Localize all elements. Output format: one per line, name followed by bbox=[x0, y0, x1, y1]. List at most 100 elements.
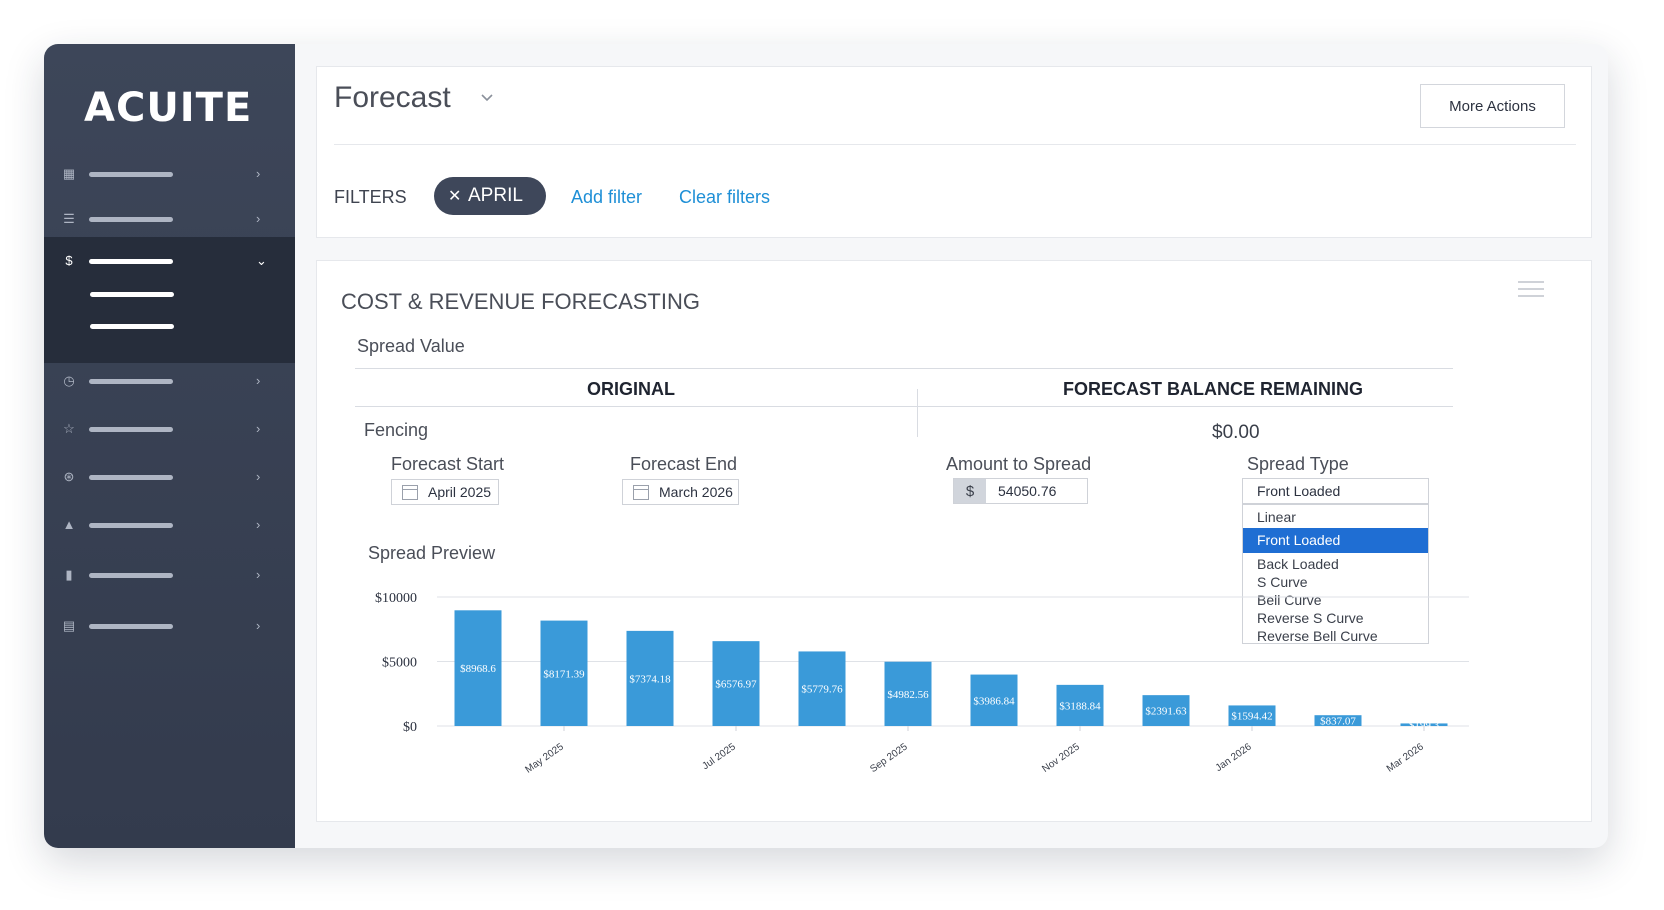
bar bbox=[626, 630, 674, 726]
y-tick-label: $10000 bbox=[375, 591, 417, 606]
spread-value-label: Spread Value bbox=[357, 336, 465, 356]
sidebar-item-finance[interactable]: $ ⌄ bbox=[44, 237, 295, 363]
dashboard-icon: ▦ bbox=[62, 166, 76, 181]
filters-label: FILTERS bbox=[334, 187, 407, 207]
chevron-right-icon: › bbox=[256, 166, 261, 181]
forecast-end-input[interactable]: March 2026 bbox=[622, 479, 739, 505]
divider bbox=[355, 406, 1453, 407]
spread-option-reverse-s-curve[interactable]: Reverse S Curve bbox=[1257, 610, 1364, 626]
add-filter-link[interactable]: Add filter bbox=[571, 187, 643, 207]
y-tick-label: $5000 bbox=[382, 656, 417, 671]
sidebar-item-label bbox=[89, 259, 173, 264]
spread-option-reverse-bell-curve[interactable]: Reverse Bell Curve bbox=[1257, 628, 1378, 644]
spread-type-select[interactable]: Front Loaded bbox=[1242, 478, 1429, 504]
logo-text: ACUITE bbox=[84, 85, 253, 131]
spread-preview-chart: $0 $5000 $10000 $8968.6 $8171.39 May 2025 $737… bbox=[375, 591, 1469, 776]
list-icon: ☰ bbox=[63, 211, 75, 226]
bar bbox=[970, 674, 1018, 726]
bar bbox=[1228, 705, 1276, 726]
sidebar-item-label bbox=[89, 474, 173, 480]
data-label: $199.3 bbox=[1409, 720, 1440, 732]
data-label: $2391.63 bbox=[1145, 706, 1187, 718]
section-title: COST & REVENUE FORECASTING bbox=[341, 289, 700, 314]
forecast-end-value: March 2026 bbox=[659, 484, 733, 500]
data-label: $8171.39 bbox=[543, 668, 585, 680]
spread-option-back-loaded[interactable]: Back Loaded bbox=[1257, 556, 1339, 572]
amount-to-spread-label: Amount to Spread bbox=[946, 454, 1092, 474]
bar bbox=[540, 620, 588, 726]
filter-chip-april[interactable]: ✕ APRIL bbox=[434, 177, 546, 215]
sidebar-item-list[interactable]: ☰ › bbox=[44, 195, 295, 243]
x-tick-label: Jan 2026 bbox=[1214, 741, 1254, 774]
data-label: $8968.6 bbox=[460, 663, 496, 675]
chevron-right-icon: › bbox=[256, 517, 261, 532]
y-tick-label: $0 bbox=[403, 720, 417, 735]
spread-option-bell-curve[interactable]: Bell Curve bbox=[1257, 592, 1322, 608]
chevron-right-icon: › bbox=[256, 421, 261, 436]
page-title: Forecast bbox=[334, 81, 451, 114]
clock-icon: ◷ bbox=[63, 373, 75, 388]
chevron-right-icon: › bbox=[256, 618, 261, 633]
bar bbox=[1056, 684, 1104, 726]
clear-filters-link[interactable]: Clear filters bbox=[679, 187, 771, 207]
chevron-down-icon[interactable] bbox=[479, 89, 495, 105]
forecast-end-label: Forecast End bbox=[630, 454, 738, 474]
bar bbox=[1314, 715, 1362, 726]
x-tick-label: Sep 2025 bbox=[868, 741, 910, 775]
sidebar-item-label bbox=[89, 378, 173, 384]
bar bbox=[798, 651, 846, 726]
sidebar: ACUITE ▦ › ☰ › $ ⌄ ◷ › ☆ › bbox=[44, 44, 295, 848]
sidebar-item-label bbox=[89, 623, 173, 629]
more-actions-button[interactable]: More Actions bbox=[1420, 84, 1565, 128]
sidebar-item-documents[interactable]: ▤ › bbox=[44, 602, 295, 650]
forecast-start-label: Forecast Start bbox=[391, 454, 505, 474]
forecast-panel: COST & REVENUE FORECASTING Spread Value … bbox=[316, 260, 1592, 822]
x-tick-label: Nov 2025 bbox=[1040, 741, 1082, 775]
bar bbox=[1400, 723, 1448, 726]
sidebar-subitem-1[interactable] bbox=[90, 292, 174, 297]
close-icon[interactable]: ✕ bbox=[448, 188, 462, 205]
data-label: $3188.84 bbox=[1059, 700, 1101, 712]
forecast-start-value: April 2025 bbox=[428, 484, 492, 500]
sidebar-item-files[interactable]: ▮ › bbox=[44, 551, 295, 599]
sidebar-item-alerts[interactable]: ▲ › bbox=[44, 501, 295, 549]
balance-value: $0.00 bbox=[1212, 422, 1260, 443]
data-label: $3986.84 bbox=[973, 695, 1015, 707]
spread-option-s-curve[interactable]: S Curve bbox=[1257, 574, 1308, 590]
sidebar-item-favorites[interactable]: ☆ › bbox=[44, 405, 295, 453]
amount-to-spread-input[interactable]: $ 54050.76 bbox=[953, 478, 1088, 504]
spread-type-label: Spread Type bbox=[1247, 454, 1349, 474]
currency-symbol: $ bbox=[954, 479, 986, 503]
menu-icon[interactable] bbox=[1518, 281, 1544, 299]
sidebar-item-dashboard[interactable]: ▦ › bbox=[44, 150, 295, 198]
x-tick-label: Jul 2025 bbox=[700, 741, 738, 772]
spread-option-front-loaded[interactable]: Front Loaded bbox=[1243, 528, 1428, 553]
bar bbox=[884, 661, 932, 726]
data-label: $1594.42 bbox=[1231, 711, 1272, 723]
spread-preview-label: Spread Preview bbox=[368, 543, 496, 563]
divider bbox=[355, 368, 1453, 369]
data-label: $7374.18 bbox=[629, 673, 671, 685]
support-icon: ⊛ bbox=[63, 469, 75, 484]
x-tick-label: May 2025 bbox=[523, 741, 566, 775]
data-label: $4982.56 bbox=[887, 689, 929, 701]
document-icon: ▤ bbox=[62, 618, 76, 633]
sidebar-item-support[interactable]: ⊛ › bbox=[44, 453, 295, 501]
filter-chip-label: APRIL bbox=[468, 185, 523, 206]
spread-option-linear[interactable]: Linear bbox=[1257, 509, 1296, 525]
dollar-icon: $ bbox=[65, 253, 73, 268]
acuite-logo[interactable]: ACUITE bbox=[84, 84, 259, 132]
data-label: $6576.97 bbox=[715, 679, 757, 691]
divider bbox=[334, 144, 1576, 145]
forecast-start-input[interactable]: April 2025 bbox=[391, 479, 499, 505]
bar bbox=[712, 641, 760, 726]
chevron-right-icon: › bbox=[256, 211, 261, 226]
fencing-label: Fencing bbox=[364, 420, 429, 440]
app-window: ACUITE ▦ › ☰ › $ ⌄ ◷ › ☆ › bbox=[44, 44, 1608, 848]
calendar-icon bbox=[402, 485, 418, 500]
sidebar-item-label bbox=[89, 171, 173, 177]
sidebar-subitem-2[interactable] bbox=[90, 324, 174, 329]
chevron-right-icon: › bbox=[256, 469, 261, 484]
file-icon: ▮ bbox=[65, 567, 73, 582]
sidebar-item-history[interactable]: ◷ › bbox=[44, 357, 295, 405]
